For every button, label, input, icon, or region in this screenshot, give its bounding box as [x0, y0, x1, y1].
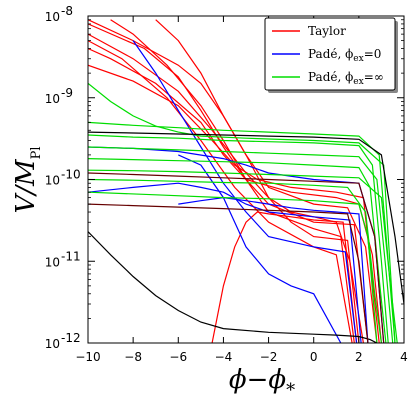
series-line-19 [88, 82, 396, 343]
y-tick-base: 10 [45, 337, 60, 351]
x-tick-label: −4 [215, 350, 233, 364]
series-line-21 [88, 191, 378, 343]
legend-label-pade-inf-main: Padé, ϕ [308, 70, 353, 84]
legend-label-pade-zero-suffix: =0 [364, 47, 382, 61]
y-tick-label: 10 [45, 337, 60, 351]
y-tick-label: 10 [45, 255, 60, 269]
legend-label-pade-zero: Padé, ϕex=0 [308, 47, 381, 64]
series-layer [88, 19, 404, 343]
y-tick-exponent: -11 [61, 249, 81, 263]
series-line-24 [88, 203, 369, 343]
y-tick-exponent: -10 [61, 168, 81, 182]
series-line-6 [88, 64, 380, 343]
series-line-7 [88, 40, 353, 343]
x-tick-label: −2 [260, 350, 278, 364]
y-tick-label: 10 [45, 92, 60, 106]
series-line-23 [88, 231, 378, 343]
x-tick-label: −6 [169, 350, 187, 364]
legend-label-taylor: Taylor [308, 24, 346, 38]
y-axis-label-sub: Pl [29, 146, 44, 159]
legend-label-pade-inf-sub: ex [353, 77, 363, 87]
series-line-20 [88, 121, 396, 343]
x-axis-label-main: ϕ−ϕ [229, 365, 287, 395]
series-line-5 [155, 19, 360, 343]
y-tick-exponent: -9 [61, 86, 73, 100]
y-axis-label-main: V/M [11, 158, 41, 214]
series-line-15 [88, 146, 394, 343]
legend-box [264, 17, 396, 91]
y-tick-exponent: -8 [61, 4, 73, 18]
series-line-4 [88, 23, 369, 343]
series-line-22 [88, 131, 404, 305]
y-tick-label: 10 [45, 174, 60, 188]
x-tick-label: −10 [75, 350, 100, 364]
legend-label-pade-inf-suffix: =∞ [364, 70, 384, 84]
x-tick-label: 2 [355, 350, 363, 364]
series-line-18 [88, 178, 382, 343]
series-line-12 [178, 154, 342, 343]
y-tick-base: 10 [45, 255, 60, 269]
y-tick-base: 10 [45, 174, 60, 188]
y-tick-label: 10 [45, 10, 60, 24]
series-line-9 [178, 196, 369, 343]
legend: Taylor Padé, ϕex=0 Padé, ϕex=∞ [264, 17, 398, 93]
series-line-8 [211, 211, 358, 343]
series-line-3 [110, 19, 355, 343]
x-tick-label: 0 [310, 350, 318, 364]
x-tick-label: 4 [400, 350, 408, 364]
series-line-25 [88, 172, 385, 343]
x-tick-label: −8 [124, 350, 142, 364]
y-tick-base: 10 [45, 10, 60, 24]
y-tick-base: 10 [45, 92, 60, 106]
ticks-layer [87, 15, 405, 344]
legend-label-pade-inf: Padé, ϕex=∞ [308, 70, 384, 87]
legend-label-pade-zero-sub: ex [353, 54, 363, 64]
y-tick-exponent: -12 [61, 331, 81, 345]
series-line-14 [88, 134, 389, 343]
y-axis-label: V/MPl [11, 146, 44, 213]
x-axis-label: ϕ−ϕ* [229, 365, 295, 401]
x-axis-label-sub: * [286, 380, 295, 401]
series-line-16 [88, 158, 387, 343]
legend-label-pade-zero-main: Padé, ϕ [308, 47, 353, 61]
